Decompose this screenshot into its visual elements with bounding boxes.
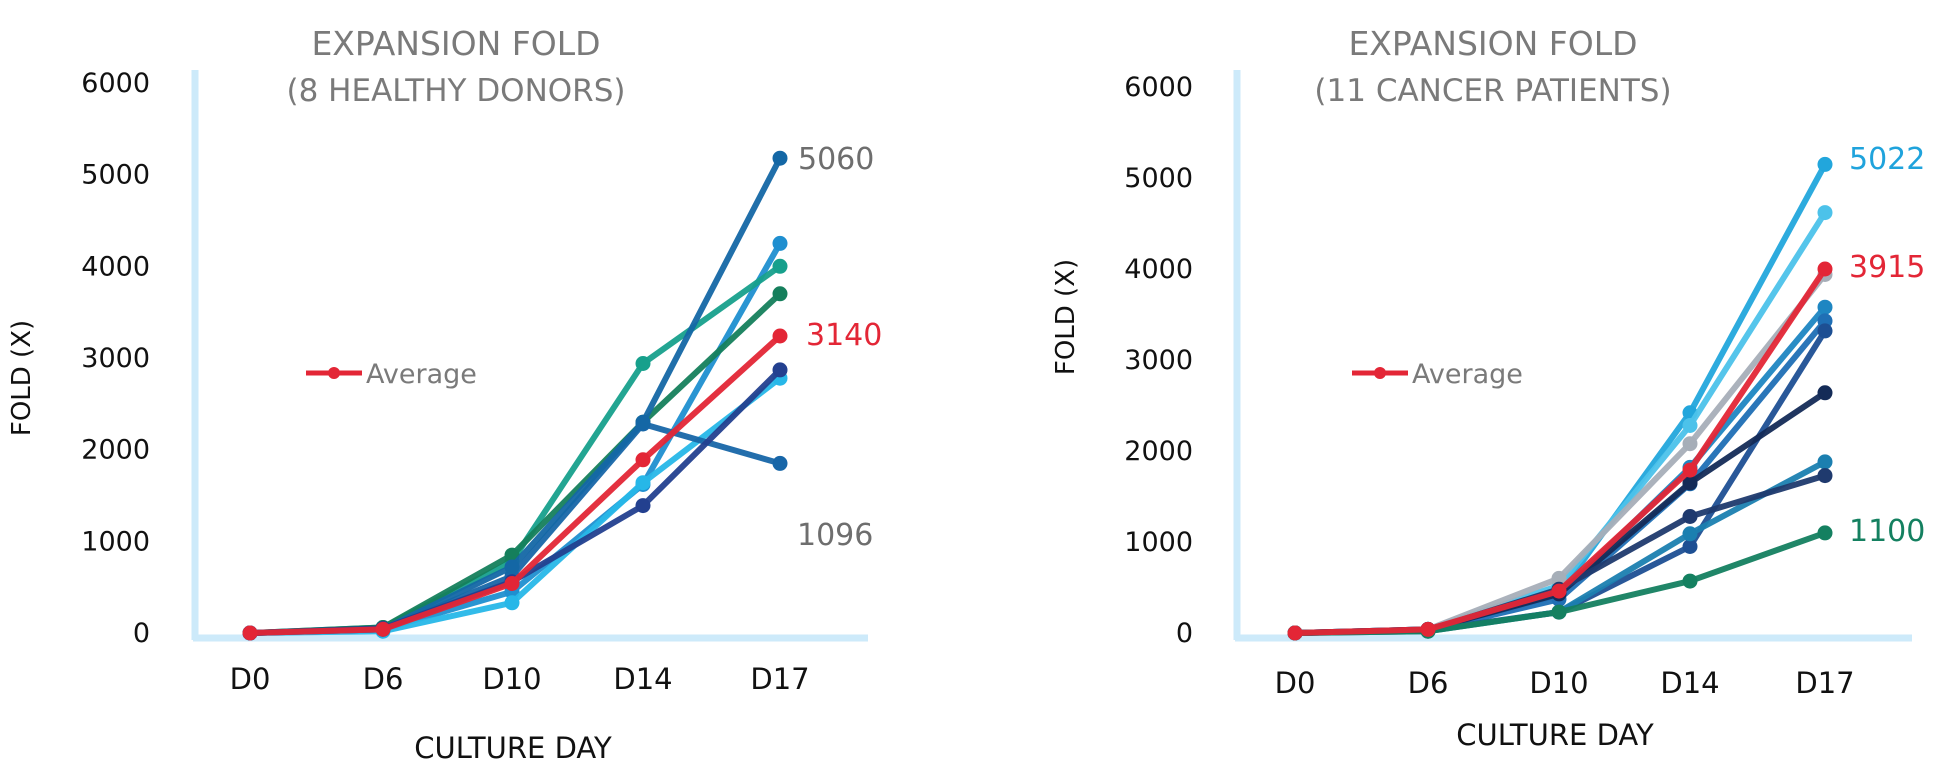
data-point [1551, 583, 1567, 599]
y-tick-label: 0 [133, 618, 150, 649]
legend: Average [1352, 359, 1523, 390]
annotation-max-value: 5022 [1849, 142, 1925, 177]
y-tick-label: 4000 [1124, 254, 1193, 285]
legend-average-label: Average [1412, 359, 1523, 390]
x-tick-label: D14 [613, 662, 672, 696]
data-point [772, 258, 788, 274]
data-point [1682, 526, 1698, 542]
y-tick-label: 6000 [81, 68, 150, 99]
data-point [1817, 454, 1833, 470]
data-point [1682, 573, 1698, 589]
y-tick-label: 3000 [1124, 345, 1193, 376]
x-tick-label: D17 [1795, 666, 1854, 700]
y-tick-label: 0 [1176, 618, 1193, 649]
data-point [772, 328, 788, 344]
x-tick-label: D0 [230, 662, 271, 696]
x-tick-label: D10 [1529, 666, 1588, 700]
legend-average-swatch-dot [1374, 367, 1386, 379]
data-point [1817, 156, 1833, 172]
data-point [242, 625, 258, 641]
annotation-average-value: 3140 [806, 318, 882, 353]
data-point [1287, 625, 1303, 641]
y-tick-label: 3000 [81, 343, 150, 374]
y-tick-label: 1000 [1124, 527, 1193, 558]
data-point [1420, 621, 1436, 637]
annotation-min-value: 1096 [797, 518, 873, 553]
data-point [1817, 525, 1833, 541]
annotation-max-value: 5060 [798, 142, 874, 177]
data-point [1682, 462, 1698, 478]
y-tick-label: 4000 [81, 251, 150, 282]
series-6 [242, 150, 788, 641]
data-point [1682, 418, 1698, 433]
data-point [375, 621, 391, 637]
data-point [772, 362, 788, 378]
data-point [1682, 539, 1698, 554]
legend-average-swatch-dot [328, 367, 340, 379]
data-point [1817, 205, 1833, 221]
y-tick-label: 2000 [81, 435, 150, 466]
data-point [635, 498, 651, 514]
chart-title: EXPANSION FOLD [1348, 24, 1637, 63]
data-point [504, 559, 520, 575]
legend: Average [306, 359, 477, 390]
x-tick-label: D10 [482, 662, 541, 696]
data-point [635, 475, 651, 491]
data-point [504, 576, 520, 591]
x-tick-label: D0 [1275, 666, 1316, 700]
x-tick-label: D6 [1408, 666, 1449, 700]
data-point [1682, 509, 1698, 524]
x-tick-label: D14 [1660, 666, 1719, 700]
data-point [1817, 385, 1833, 401]
y-axis-label: FOLD (X) [7, 320, 37, 436]
series-8 [242, 328, 788, 641]
data-point [635, 414, 651, 430]
data-point [504, 595, 520, 611]
y-tick-label: 2000 [1124, 436, 1193, 467]
chart-subtitle: (8 HEALTHY DONORS) [287, 73, 626, 109]
x-axis-label: CULTURE DAY [1456, 718, 1654, 752]
annotation-average-value: 3915 [1849, 250, 1925, 285]
data-point [635, 356, 651, 371]
y-tick-label: 5000 [1124, 163, 1193, 194]
data-point [1817, 299, 1833, 315]
annotation-min-value: 1100 [1849, 514, 1925, 549]
legend-average-label: Average [366, 359, 477, 390]
data-point [1682, 436, 1698, 452]
chart-healthy-donors: EXPANSION FOLD (8 HEALTHY DONORS) 0 1000 2… [7, 24, 882, 765]
data-point [635, 452, 651, 468]
data-point [772, 235, 788, 251]
series-2 [242, 370, 788, 641]
y-tick-label: 1000 [81, 526, 150, 557]
y-tick-label: 5000 [81, 160, 150, 191]
chart-subtitle: (11 CANCER PATIENTS) [1314, 73, 1671, 109]
data-point [1682, 475, 1698, 491]
data-point [772, 455, 788, 471]
y-axis-label: FOLD (X) [1051, 259, 1081, 375]
data-point [772, 286, 788, 302]
series-line [1292, 209, 1828, 636]
data-point [1551, 570, 1567, 586]
x-tick-label: D17 [750, 662, 809, 696]
data-point [1817, 323, 1833, 339]
data-point [772, 150, 788, 166]
data-point [1817, 468, 1833, 484]
data-point [1817, 261, 1833, 277]
series-11 [1287, 261, 1833, 641]
chart-title: EXPANSION FOLD [311, 24, 600, 63]
x-axis-label: CULTURE DAY [414, 731, 612, 765]
chart-cancer-patients: EXPANSION FOLD (11 CANCER PATIENTS) 0 100… [1051, 24, 1925, 752]
data-point [1551, 604, 1567, 620]
x-tick-label: D6 [363, 662, 404, 696]
y-tick-label: 6000 [1124, 72, 1193, 103]
